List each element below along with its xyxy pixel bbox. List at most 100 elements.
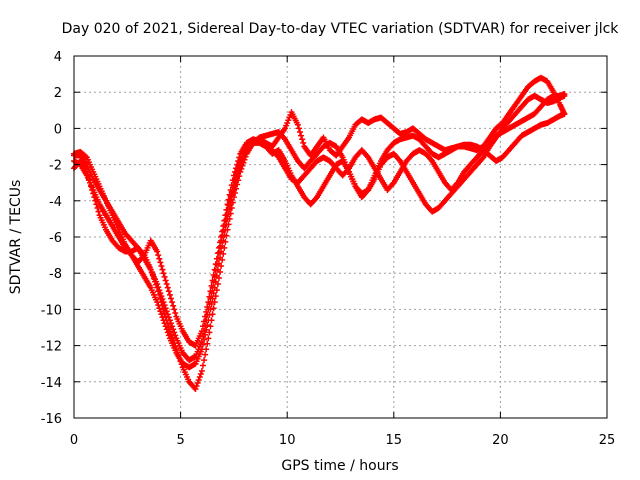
data-point [166, 328, 173, 335]
data-point-interp [149, 272, 156, 279]
data-point-interp [240, 159, 247, 166]
data-point-interp [389, 180, 396, 187]
y-tick-label: -2 [49, 159, 62, 174]
x-tick-label: 15 [386, 433, 403, 448]
grid [74, 56, 607, 418]
data-point-interp [201, 336, 208, 343]
data-point-interp [396, 156, 403, 163]
x-tick-label: 0 [70, 433, 78, 448]
data-point-interp [168, 331, 175, 338]
data-point-interp [210, 272, 217, 279]
data-point-interp [178, 361, 185, 368]
data-point [192, 386, 199, 393]
data-point-interp [92, 197, 99, 204]
data-point-interp [222, 238, 229, 245]
x-tick-label: 20 [492, 433, 509, 448]
data-point-interp [150, 275, 157, 282]
data-point-interp [153, 281, 160, 288]
data-point-interp [210, 305, 217, 312]
y-tick-label: -4 [49, 195, 62, 210]
data-point [205, 299, 212, 306]
data-point-interp [86, 179, 93, 186]
data-point-interp [220, 223, 227, 230]
data-point-interp [165, 324, 172, 331]
data-point-interp [196, 373, 203, 380]
data-point-interp [202, 351, 209, 358]
data-point-interp [203, 346, 210, 353]
y-tick-label: -10 [41, 303, 62, 318]
data-point-interp [163, 281, 170, 288]
data-point [83, 168, 90, 175]
data-point [160, 270, 167, 277]
data-point [154, 284, 161, 291]
data-point-interp [84, 172, 91, 179]
data-point-interp [219, 256, 226, 263]
data-point-interp [233, 185, 240, 192]
data-point-interp [233, 165, 240, 172]
data-point-interp [93, 201, 100, 208]
data-point [218, 262, 225, 269]
data-point-interp [201, 318, 208, 325]
data-point-interp [164, 284, 171, 291]
x-axis-label: GPS time / hours [281, 458, 398, 474]
data-point [211, 299, 218, 306]
data-point-interp [228, 205, 235, 212]
data-point-interp [162, 277, 169, 284]
data-point-interp [169, 323, 176, 330]
data-point-interp [195, 376, 202, 383]
data-point-interp [223, 232, 230, 239]
data-point-interp [296, 129, 303, 136]
data-point-interp [214, 281, 221, 288]
data-point-interp [89, 186, 96, 193]
data-point-interp [159, 302, 166, 309]
data-point-interp [209, 295, 216, 302]
data-point-interp [231, 168, 238, 175]
data-point-interp [221, 244, 228, 251]
data-point-interp [156, 255, 163, 262]
data-point-interp [220, 250, 227, 257]
data-point-interp [164, 320, 171, 327]
data-point-interp [281, 135, 288, 142]
data-point-interp [428, 156, 435, 163]
data-point-interp [242, 153, 249, 160]
series-3 [71, 91, 568, 349]
data-point [211, 266, 218, 273]
data-point-interp [194, 380, 201, 387]
y-tick-label: 0 [54, 122, 62, 137]
data-point [147, 266, 154, 273]
data-point [230, 194, 237, 201]
data-point-interp [94, 205, 101, 212]
data-point-interp [228, 182, 235, 189]
data-point-interp [210, 290, 217, 297]
data-point-interp [85, 176, 92, 183]
data-point-interp [95, 208, 102, 215]
data-point-interp [155, 252, 162, 259]
data-point-interp [235, 157, 242, 164]
series-2 [71, 110, 568, 393]
data-point-interp [157, 295, 164, 302]
data-point-interp [241, 156, 248, 163]
y-axis-label: SDTVAR / TECUs [8, 180, 24, 295]
data-point-interp [208, 317, 215, 324]
data-point-interp [207, 306, 214, 313]
data-point-interp [203, 308, 210, 315]
data-point-interp [207, 323, 214, 330]
data-point [224, 226, 231, 233]
data-point-interp [148, 269, 155, 276]
data-point-interp [227, 186, 234, 193]
data-point-interp [212, 261, 219, 268]
data-point [198, 367, 205, 374]
data-point-interp [193, 383, 200, 390]
data-point-interp [156, 305, 163, 312]
data-point-interp [169, 334, 176, 341]
data-point-interp [158, 299, 165, 306]
data-point-interp [236, 173, 243, 180]
data-point-interp [234, 161, 241, 168]
y-tick-label: 2 [54, 86, 62, 101]
data-point-interp [364, 153, 371, 160]
data-point-interp [206, 293, 213, 300]
data-point-interp [161, 310, 168, 317]
data-point-interp [213, 255, 220, 262]
data-point-interp [213, 287, 220, 294]
